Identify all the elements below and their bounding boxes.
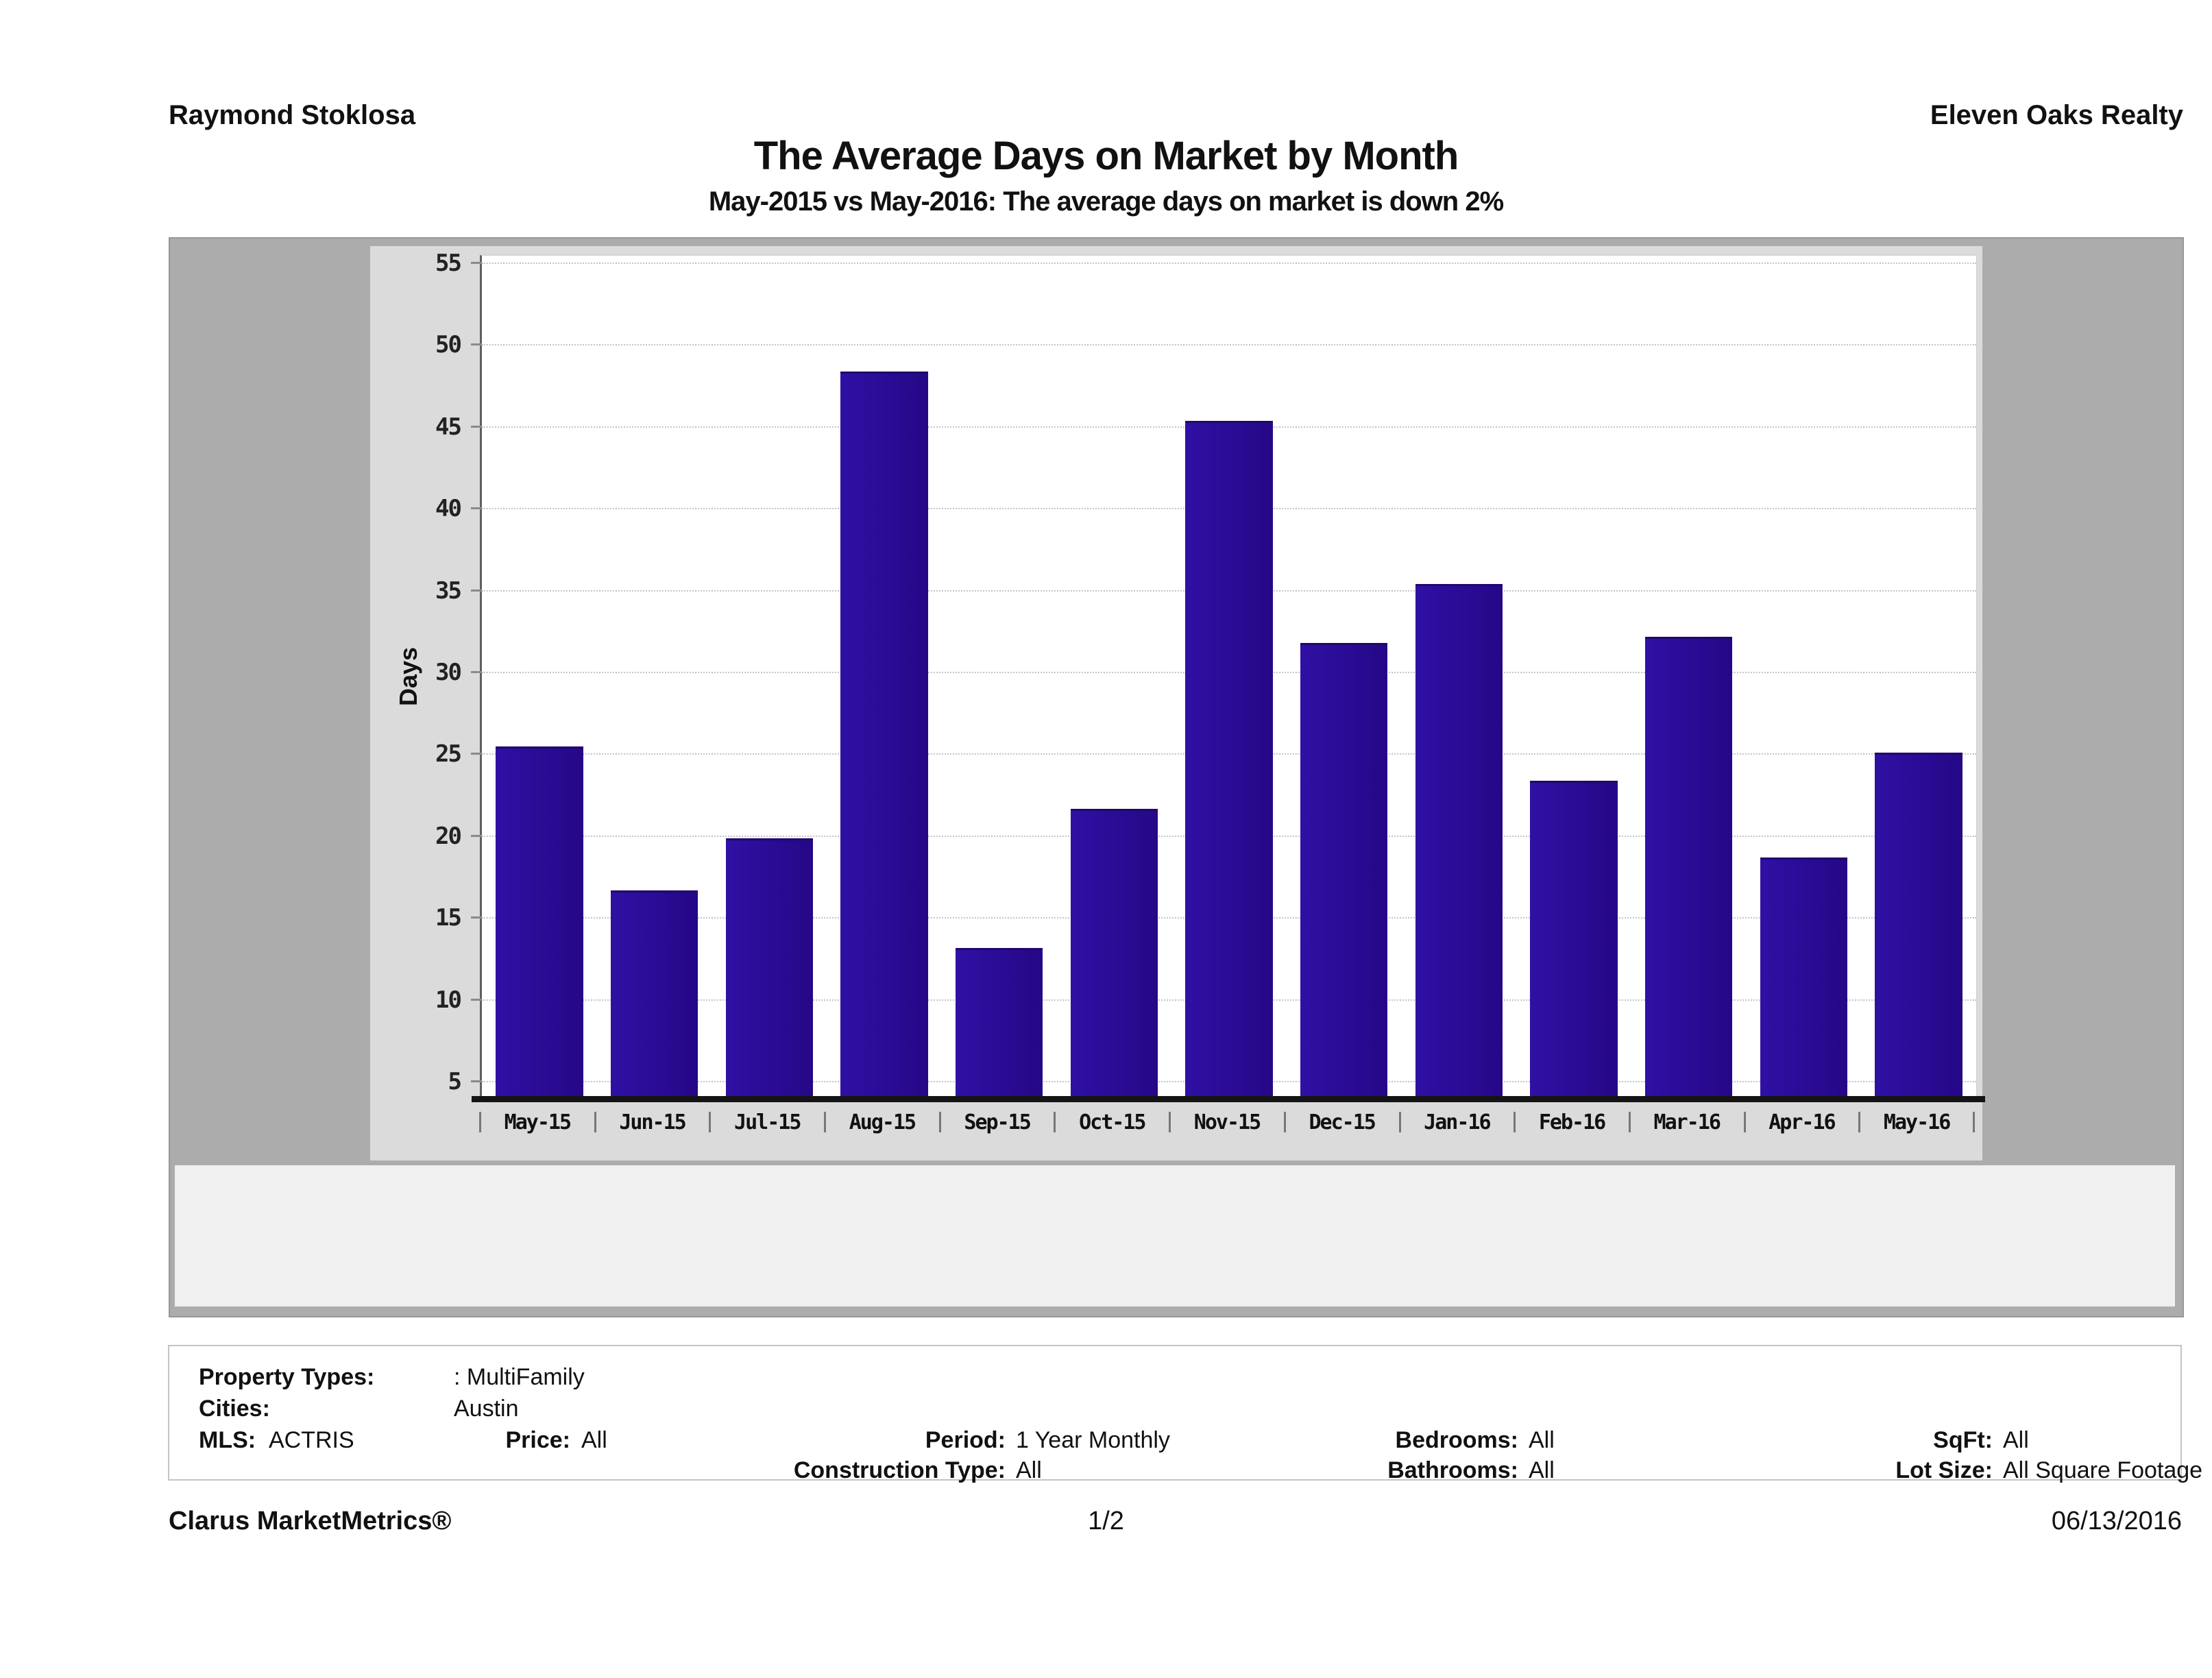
y-tick-label-50: 50 xyxy=(435,331,462,359)
bar-Sep-15 xyxy=(955,947,1043,1099)
x-tick-label-Sep-15: Sep-15 xyxy=(938,1106,1055,1138)
x-tick-label-Jun-15: Jun-15 xyxy=(594,1106,710,1138)
bars-row xyxy=(482,256,1976,1099)
report-subtitle: May-2015 vs May-2016: The average days o… xyxy=(708,186,1504,217)
bar-slot xyxy=(827,256,942,1099)
summary-panel: May-2015 vs. May-2016 May-2015 May-2016 … xyxy=(175,1165,2175,1306)
y-tick-label-30: 30 xyxy=(435,659,462,687)
bar-Jul-15 xyxy=(725,838,813,1099)
cities-value: Austin xyxy=(454,1396,519,1422)
x-axis-baseline xyxy=(472,1096,1985,1102)
y-tick-label-20: 20 xyxy=(435,822,462,850)
bedrooms-value: All xyxy=(1529,1427,1555,1453)
x-tick-label-Mar-16: Mar-16 xyxy=(1628,1106,1745,1138)
y-tick-mark-50 xyxy=(471,343,482,346)
y-tick-mark-40 xyxy=(471,507,482,510)
y-axis-tick-labels: 5 10 15 20 25 30 35 40 45 50 55 xyxy=(384,250,470,1098)
bathrooms-value: All xyxy=(1529,1457,1555,1483)
construction-type-value: All xyxy=(1016,1457,1042,1483)
y-tick-mark-20 xyxy=(471,834,482,837)
x-tick-label-Feb-16: Feb-16 xyxy=(1514,1106,1629,1138)
y-tick-label-10: 10 xyxy=(435,986,462,1014)
y-tick-mark-45 xyxy=(471,425,482,428)
period-value: 1 Year Monthly xyxy=(1016,1427,1170,1453)
construction-type-label: Construction Type: xyxy=(793,1457,1006,1483)
gridline-55 xyxy=(482,262,1976,264)
period-label: Period: xyxy=(925,1427,1006,1453)
property-types-label: Property Types: xyxy=(199,1364,375,1390)
x-tick-label-Apr-16: Apr-16 xyxy=(1743,1106,1860,1138)
y-tick-label-15: 15 xyxy=(435,904,462,932)
cities-label: Cities: xyxy=(199,1396,270,1422)
y-tick-label-45: 45 xyxy=(435,413,462,441)
x-tick-label-Nov-15: Nov-15 xyxy=(1169,1106,1285,1138)
mls-label: MLS: xyxy=(199,1427,256,1453)
company-name: Eleven Oaks Realty xyxy=(1930,100,2183,130)
bar-Mar-16 xyxy=(1645,636,1733,1099)
bar-Dec-15 xyxy=(1300,643,1388,1099)
y-tick-label-25: 25 xyxy=(435,740,462,768)
gridline-50 xyxy=(482,344,1976,346)
bar-Jan-16 xyxy=(1415,584,1503,1099)
price-label: Price: xyxy=(505,1427,571,1453)
bar-slot xyxy=(1402,256,1517,1099)
y-tick-mark-55 xyxy=(471,261,482,264)
sqft-value: All xyxy=(2003,1427,2029,1453)
y-tick-mark-35 xyxy=(471,589,482,592)
bar-slot xyxy=(597,256,712,1099)
y-axis-title: Days xyxy=(394,646,422,707)
mls-value: ACTRIS xyxy=(269,1427,354,1453)
x-tick-label-Dec-15: Dec-15 xyxy=(1283,1106,1400,1138)
y-tick-mark-30 xyxy=(471,671,482,674)
x-tick-label-Jul-15: Jul-15 xyxy=(709,1106,825,1138)
bar-slot xyxy=(942,256,1057,1099)
bar-slot xyxy=(1747,256,1862,1099)
footer-date: 06/13/2016 xyxy=(2051,1507,2182,1535)
y-tick-mark-15 xyxy=(471,916,482,919)
footer-brand: Clarus MarketMetrics® xyxy=(169,1507,452,1535)
x-tick-label-Aug-15: Aug-15 xyxy=(824,1106,940,1138)
bar-Aug-15 xyxy=(840,371,928,1099)
bar-slot xyxy=(712,256,827,1099)
bar-Jun-15 xyxy=(610,890,698,1099)
bedrooms-label: Bedrooms: xyxy=(1395,1427,1518,1453)
plot-area xyxy=(471,255,1977,1099)
bar-May-15 xyxy=(496,746,583,1099)
y-tick-mark-5 xyxy=(471,1080,482,1083)
bathrooms-label: Bathrooms: xyxy=(1387,1457,1518,1483)
bar-Feb-16 xyxy=(1530,781,1618,1099)
property-types-value: : MultiFamily xyxy=(454,1364,585,1390)
y-tick-label-55: 55 xyxy=(435,249,462,277)
bar-Apr-16 xyxy=(1760,858,1848,1099)
bar-May-16 xyxy=(1875,753,1962,1099)
y-tick-label-40: 40 xyxy=(435,495,462,523)
bar-slot xyxy=(1056,256,1171,1099)
bar-slot xyxy=(1516,256,1631,1099)
filter-details-panel xyxy=(168,1345,2182,1481)
report-title: The Average Days on Market by Month xyxy=(753,134,1459,178)
bar-slot xyxy=(1171,256,1287,1099)
bar-slot xyxy=(1631,256,1747,1099)
bar-Oct-15 xyxy=(1070,808,1158,1099)
y-tick-label-35: 35 xyxy=(435,576,462,605)
x-axis-tick-labels: May-15 Jun-15 Jul-15 Aug-15 Sep-15 Oct-15 Nov-… xyxy=(479,1106,1975,1138)
x-tick-label-Jan-16: Jan-16 xyxy=(1398,1106,1515,1138)
x-tick-label-May-16: May-16 xyxy=(1858,1106,1975,1138)
bar-slot xyxy=(482,256,597,1099)
y-tick-label-5: 5 xyxy=(448,1068,462,1096)
lot-size-value: All Square Footage xyxy=(2003,1457,2203,1483)
y-tick-mark-10 xyxy=(471,998,482,1001)
lot-size-label: Lot Size: xyxy=(1895,1457,1993,1483)
agent-name: Raymond Stoklosa xyxy=(169,100,416,130)
sqft-label: SqFt: xyxy=(1933,1427,1993,1453)
y-tick-mark-25 xyxy=(471,753,482,755)
footer-page-number: 1/2 xyxy=(1088,1507,1124,1535)
bar-slot xyxy=(1861,256,1976,1099)
price-value: All xyxy=(581,1427,607,1453)
x-tick-label-May-15: May-15 xyxy=(479,1106,595,1138)
x-tick-label-Oct-15: Oct-15 xyxy=(1054,1106,1169,1138)
bar-Nov-15 xyxy=(1185,420,1273,1099)
bar-slot xyxy=(1287,256,1402,1099)
